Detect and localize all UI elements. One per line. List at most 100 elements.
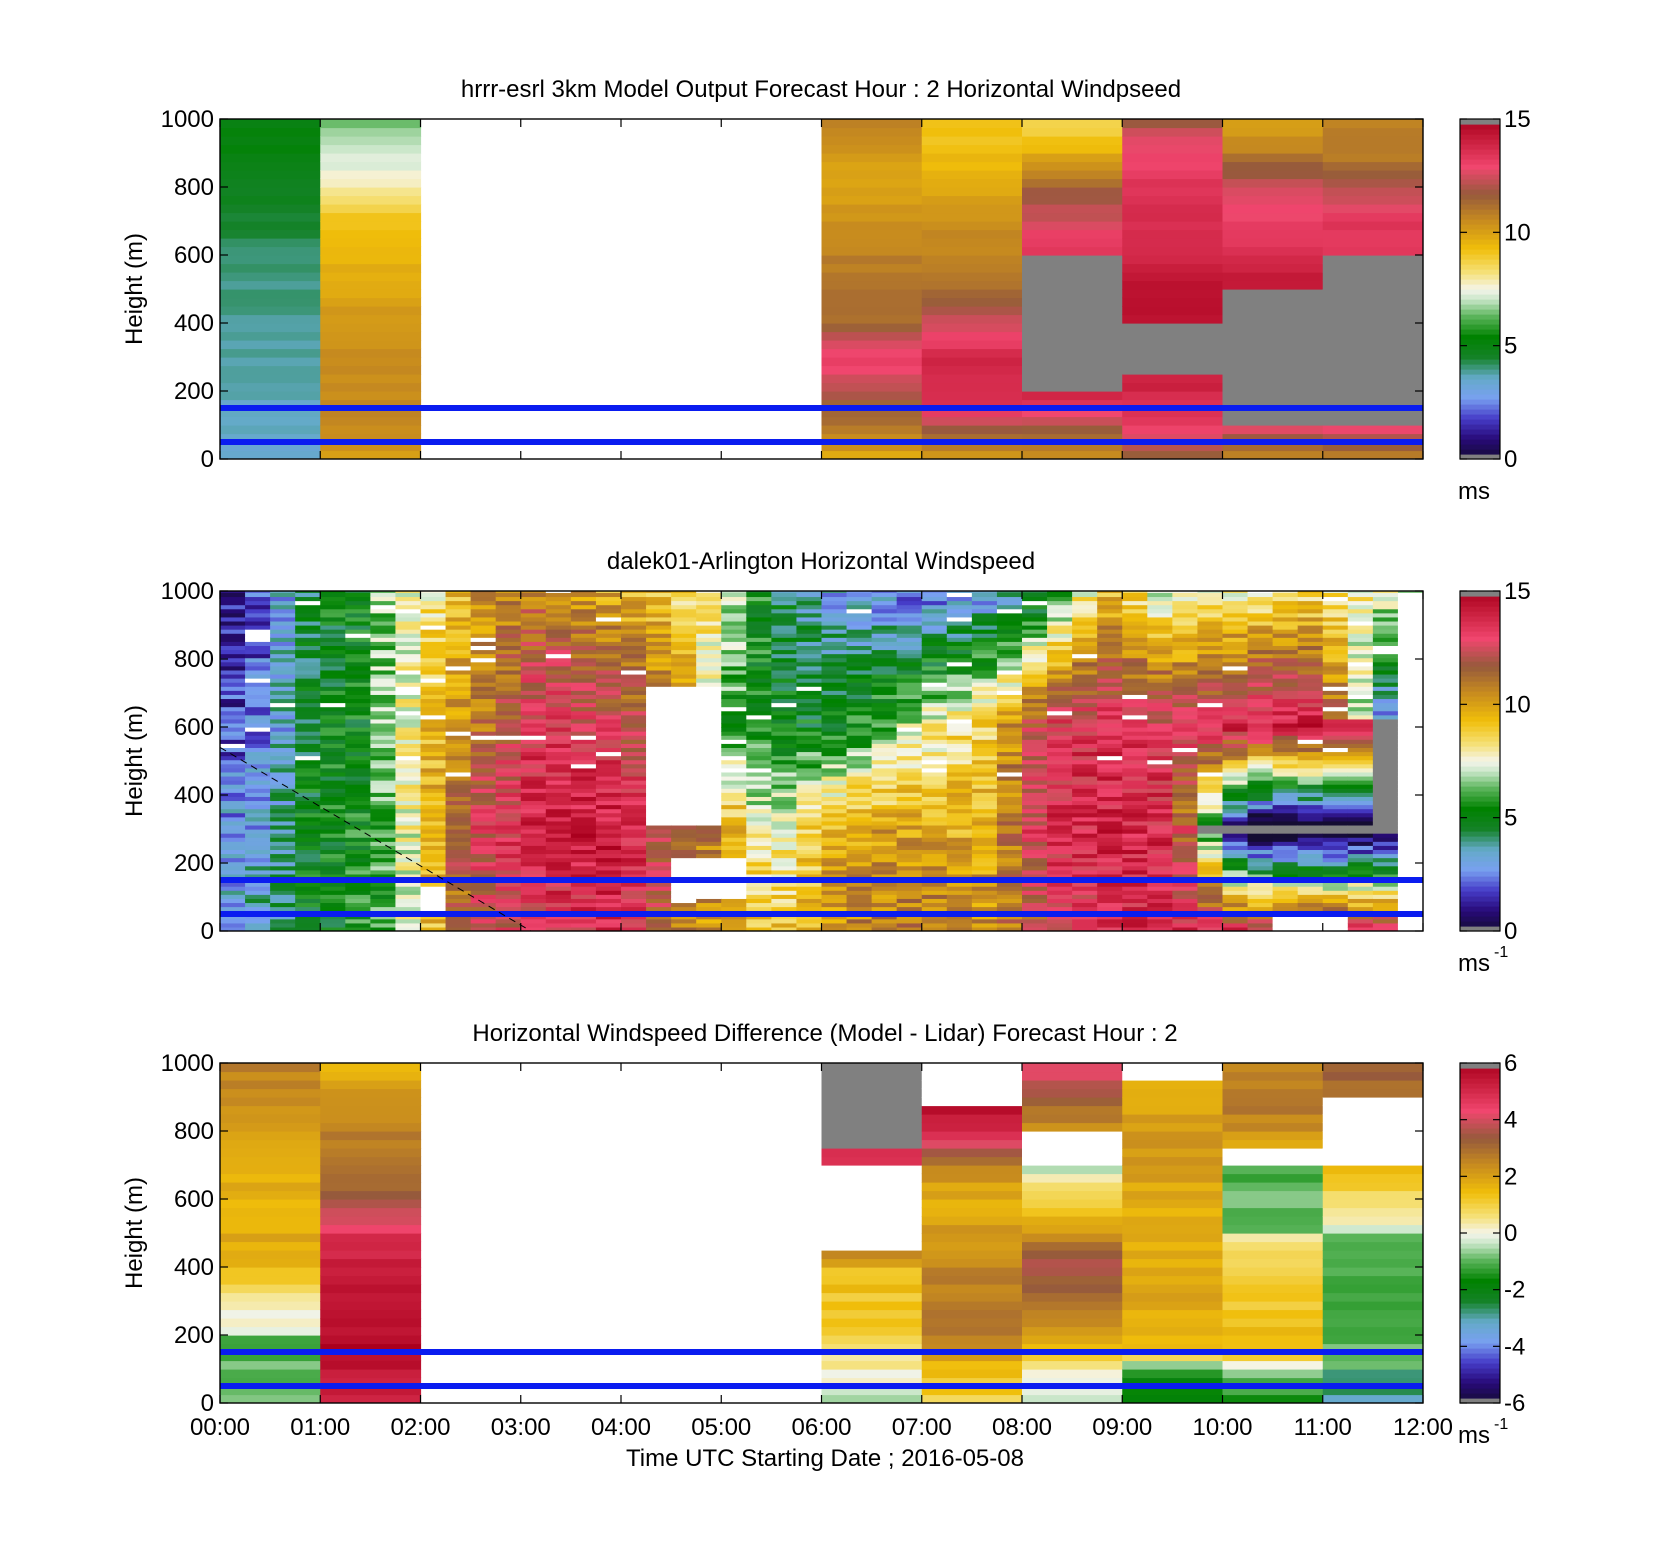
heatmap-cell (1022, 759, 1048, 765)
heatmap-cell (1322, 596, 1349, 602)
heatmap-cell (821, 246, 923, 256)
heatmap-cell (871, 755, 898, 761)
heatmap-cell (470, 686, 497, 691)
heatmap-cell (470, 625, 497, 630)
heatmap-cell (1322, 1156, 1423, 1166)
heatmap-cell (520, 702, 547, 708)
heatmap-cell (295, 698, 321, 704)
heatmap-cell (971, 608, 998, 614)
heatmap-cell (270, 808, 296, 814)
heatmap-cell (821, 739, 848, 744)
heatmap-cell (671, 824, 697, 830)
heatmap-cell (621, 796, 647, 802)
heatmap-cell (1247, 759, 1274, 765)
panel-model-ylabel: Height (m) (121, 233, 148, 345)
heatmap-cell (1072, 775, 1098, 781)
heatmap-cell (1097, 714, 1123, 720)
heatmap-cell (821, 804, 848, 810)
heatmap-cell (395, 596, 422, 602)
heatmap-cell (220, 673, 246, 679)
heatmap-cell (595, 894, 622, 899)
heatmap-cell (295, 771, 321, 777)
heatmap-cell (821, 1326, 923, 1336)
heatmap-cell (1147, 678, 1173, 683)
heatmap-cell (220, 775, 246, 781)
heatmap-cell (1197, 702, 1224, 708)
heatmap-cell (1022, 442, 1123, 452)
heatmap-cell (1322, 136, 1423, 146)
heatmap-cell (470, 812, 497, 818)
heatmap-cell (1022, 144, 1123, 154)
heatmap-cell (996, 816, 1023, 822)
heatmap-cell (1097, 702, 1123, 708)
heatmap-cell (1122, 673, 1148, 679)
heatmap-cell (320, 673, 346, 679)
heatmap-cell (1247, 702, 1274, 708)
heatmap-cell (595, 714, 622, 720)
heatmap-cell (345, 694, 371, 700)
heatmap-cell (495, 616, 522, 622)
heatmap-cell (495, 625, 522, 630)
heatmap-cell (746, 649, 772, 655)
heatmap-cell (320, 306, 422, 316)
heatmap-cell (671, 886, 697, 891)
colorbar-segment (1460, 439, 1500, 445)
heatmap-cell (470, 796, 497, 802)
heatmap-cell (1047, 641, 1073, 646)
heatmap-cell (746, 673, 772, 679)
heatmap-cell (821, 306, 923, 316)
heatmap-cell (1122, 600, 1148, 606)
heatmap-cell (921, 1207, 1023, 1217)
heatmap-cell (721, 665, 747, 671)
heatmap-cell (996, 922, 1023, 928)
colorbar-segment (1460, 616, 1500, 622)
heatmap-cell (671, 678, 697, 683)
heatmap-cell (495, 837, 522, 842)
heatmap-cell (1322, 280, 1423, 290)
heatmap-cell (1222, 751, 1249, 757)
heatmap-cell (595, 784, 622, 789)
heatmap-cell (1222, 682, 1249, 687)
heatmap-cell (370, 865, 397, 871)
heatmap-cell (1222, 653, 1249, 659)
heatmap-cell (1197, 710, 1224, 716)
heatmap-cell (1222, 857, 1249, 863)
heatmap-cell (1172, 914, 1199, 920)
heatmap-cell (320, 442, 422, 452)
heatmap-cell (1097, 600, 1123, 606)
heatmap-cell (270, 784, 296, 789)
heatmap-cell (971, 592, 998, 598)
heatmap-cell (270, 771, 296, 777)
heatmap-cell (1022, 833, 1048, 838)
heatmap-cell (846, 808, 873, 814)
heatmap-cell (721, 641, 747, 646)
heatmap-cell (1022, 625, 1048, 630)
heatmap-cell (996, 592, 1023, 598)
heatmap-cell (1172, 796, 1199, 802)
heatmap-cell (270, 673, 296, 679)
heatmap-cell (395, 845, 422, 850)
heatmap-cell (1272, 616, 1299, 622)
heatmap-cell (846, 625, 873, 630)
heatmap-cell (821, 1377, 923, 1387)
colorbar-segment (1460, 661, 1500, 667)
xtick-label: 04:00 (591, 1414, 651, 1441)
heatmap-cell (996, 678, 1023, 683)
heatmap-cell (1297, 886, 1324, 891)
heatmap-cell (1047, 820, 1073, 826)
heatmap-cell (921, 641, 948, 646)
heatmap-cell (220, 136, 321, 146)
heatmap-cell (921, 1318, 1023, 1328)
heatmap-cell (946, 739, 973, 744)
colorbar-unit: ms (1458, 478, 1490, 505)
heatmap-cell (1197, 833, 1224, 838)
heatmap-cell (1222, 780, 1249, 785)
heatmap-cell (1122, 1267, 1224, 1277)
heatmap-cell (1172, 775, 1199, 781)
heatmap-cell (270, 755, 296, 761)
heatmap-cell (1022, 246, 1123, 256)
heatmap-cell (996, 694, 1023, 700)
heatmap-cell (270, 763, 296, 769)
heatmap-cell (1372, 657, 1399, 663)
heatmap-cell (520, 641, 547, 646)
